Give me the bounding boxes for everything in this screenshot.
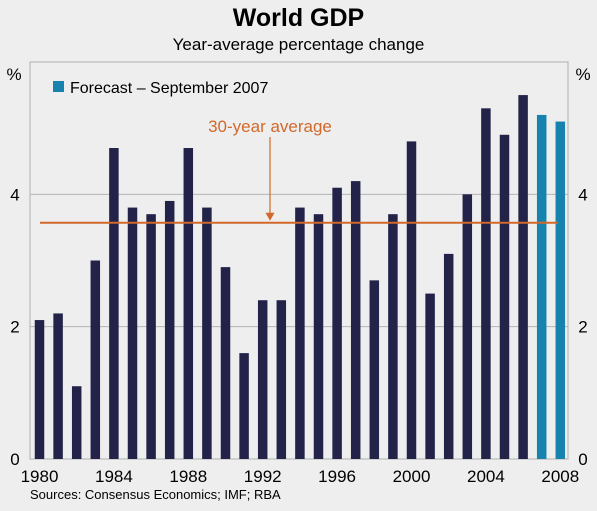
gdp-bar <box>481 108 491 459</box>
x-tick-label: 1996 <box>318 467 356 486</box>
gdp-bar <box>34 320 45 459</box>
y-unit-left: % <box>6 65 21 84</box>
gdp-bar <box>443 253 454 459</box>
gdp-bar <box>406 141 417 459</box>
gdp-bar <box>53 313 63 459</box>
y-tick-label-left: 2 <box>10 318 19 337</box>
gdp-bar <box>109 148 119 459</box>
y-tick-label-right: 4 <box>578 185 587 204</box>
y-tick-label-left: 0 <box>10 450 19 469</box>
gdp-bar <box>90 260 101 459</box>
source-note: Sources: Consensus Economics; IMF; RBA <box>30 487 281 502</box>
forecast-bar <box>555 121 566 460</box>
x-tick-label: 1992 <box>244 467 282 486</box>
gdp-bar <box>127 207 138 459</box>
x-tick-label: 1980 <box>21 467 59 486</box>
gdp-bar <box>183 148 194 459</box>
legend-label: Forecast – September 2007 <box>70 80 268 97</box>
x-tick-label: 1984 <box>95 467 133 486</box>
forecast-bar <box>536 114 547 460</box>
gdp-bar <box>425 293 435 459</box>
x-tick-label: 1988 <box>169 467 207 486</box>
y-tick-label-right: 2 <box>578 318 587 337</box>
gdp-bar <box>220 267 231 459</box>
gdp-bar <box>313 214 324 459</box>
gdp-bar <box>146 214 156 459</box>
x-tick-label: 2004 <box>467 467 505 486</box>
gdp-bar <box>388 214 398 459</box>
y-unit-right: % <box>575 65 590 84</box>
gdp-bar <box>499 134 510 459</box>
chart-title: World GDP <box>232 4 365 32</box>
gdp-bar <box>350 181 361 459</box>
legend-swatch <box>53 81 64 92</box>
chart-subtitle: Year-average percentage change <box>172 35 425 54</box>
gdp-bar <box>518 95 528 459</box>
gdp-bar <box>295 207 305 459</box>
gdp-bar <box>202 207 212 459</box>
gdp-bar <box>369 280 380 459</box>
average-line-label: 30-year average <box>208 117 332 136</box>
gdp-bar <box>71 386 82 459</box>
x-tick-label: 2000 <box>393 467 431 486</box>
gdp-bar <box>462 194 473 459</box>
gdp-bar <box>239 353 249 459</box>
gdp-bar <box>276 300 287 459</box>
average-arrow-head <box>265 212 275 221</box>
y-tick-label-right: 0 <box>578 450 587 469</box>
gdp-bar <box>332 187 342 459</box>
x-tick-label: 2008 <box>541 467 579 486</box>
gdp-bar <box>164 200 175 459</box>
gdp-bar <box>257 300 268 459</box>
y-tick-label-left: 4 <box>10 185 19 204</box>
